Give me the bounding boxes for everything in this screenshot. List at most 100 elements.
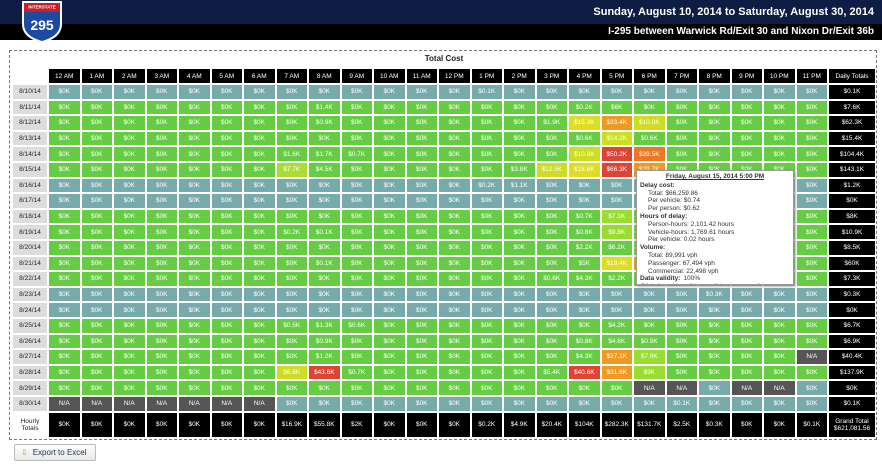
cost-cell[interactable]: $0K [698, 333, 731, 350]
cost-cell[interactable]: $0K [275, 99, 308, 116]
cost-cell[interactable]: N/A [665, 380, 698, 396]
cost-cell[interactable]: $0K [48, 333, 81, 350]
cost-cell[interactable]: $0K [275, 396, 308, 412]
cost-cell[interactable]: $0K [275, 302, 308, 318]
cost-cell[interactable]: $18.6K [568, 162, 601, 178]
cost-cell[interactable]: $0K [80, 162, 113, 178]
cost-cell[interactable]: $0K [210, 208, 243, 225]
cost-cell[interactable]: $0K [438, 99, 471, 116]
cost-cell[interactable]: $0K [438, 380, 471, 396]
cost-cell[interactable]: $0K [275, 115, 308, 131]
cost-cell[interactable]: $0K [470, 380, 503, 396]
cost-cell[interactable]: $0K [113, 84, 146, 100]
cost-cell[interactable]: $0K [503, 146, 536, 162]
cost-cell[interactable]: $0K [373, 84, 406, 100]
cost-cell[interactable]: $0K [405, 255, 438, 272]
cost-cell[interactable]: $0K [438, 115, 471, 131]
cost-cell[interactable]: $0K [113, 302, 146, 318]
cost-cell[interactable]: $0K [145, 318, 178, 334]
cost-cell[interactable]: $0K [340, 286, 373, 303]
cost-cell[interactable]: $0K [113, 224, 146, 240]
cost-cell[interactable]: $0K [113, 208, 146, 225]
cost-cell[interactable]: $0K [405, 208, 438, 225]
cost-cell[interactable]: $0K [763, 146, 796, 162]
cost-cell[interactable]: $0K [470, 364, 503, 381]
cost-cell[interactable]: $0K [308, 84, 341, 100]
cost-cell[interactable]: $0.2K [275, 224, 308, 240]
cost-cell[interactable]: $0K [80, 224, 113, 240]
cost-cell[interactable]: $0K [145, 162, 178, 178]
cost-cell[interactable]: $0K [698, 349, 731, 365]
cost-cell[interactable]: $0K [373, 333, 406, 350]
cost-cell[interactable]: $0K [470, 130, 503, 147]
cost-cell[interactable]: $0K [145, 208, 178, 225]
cost-cell[interactable]: $0K [80, 364, 113, 381]
cost-cell[interactable]: $0K [178, 162, 211, 178]
cost-cell[interactable]: $0K [80, 255, 113, 272]
cost-cell[interactable]: $0K [275, 380, 308, 396]
cost-cell[interactable]: $0K [48, 193, 81, 209]
cost-cell[interactable]: $0K [340, 302, 373, 318]
cost-cell[interactable]: $15.3K [568, 115, 601, 131]
cost-cell[interactable]: $0K [48, 318, 81, 334]
cost-cell[interactable]: $0K [80, 240, 113, 256]
cost-cell[interactable]: $0K [795, 177, 828, 194]
cost-cell[interactable]: $0K [633, 302, 666, 318]
cost-cell[interactable]: $0K [373, 224, 406, 240]
cost-cell[interactable]: $0K [113, 318, 146, 334]
cost-cell[interactable]: $0K [178, 240, 211, 256]
cost-cell[interactable]: $0K [80, 208, 113, 225]
cost-cell[interactable]: $0K [373, 240, 406, 256]
cost-cell[interactable]: N/A [113, 396, 146, 412]
cost-cell[interactable]: $0K [535, 396, 568, 412]
cost-cell[interactable]: $0K [308, 286, 341, 303]
cost-cell[interactable]: $0K [503, 193, 536, 209]
cost-cell[interactable]: $0K [243, 286, 276, 303]
cost-cell[interactable]: $1.4K [308, 99, 341, 116]
cost-cell[interactable]: $0K [210, 99, 243, 116]
cost-cell[interactable]: $0K [243, 146, 276, 162]
cost-cell[interactable]: $0K [535, 193, 568, 209]
cost-cell[interactable]: $0K [600, 84, 633, 100]
cost-cell[interactable]: $0K [113, 146, 146, 162]
cost-cell[interactable]: $0K [243, 224, 276, 240]
cost-cell[interactable]: $0K [308, 271, 341, 287]
cost-cell[interactable]: $0.1K [665, 396, 698, 412]
cost-cell[interactable]: $0K [665, 99, 698, 116]
cost-cell[interactable]: $0K [308, 396, 341, 412]
cost-cell[interactable]: $0K [730, 349, 763, 365]
cost-cell[interactable]: $0K [730, 318, 763, 334]
cost-cell[interactable]: $0K [503, 349, 536, 365]
cost-cell[interactable]: $0K [80, 177, 113, 194]
cost-cell[interactable]: $0K [340, 177, 373, 194]
cost-cell[interactable]: $0K [210, 115, 243, 131]
cost-cell[interactable]: $0K [275, 333, 308, 350]
cost-cell[interactable]: $0K [178, 349, 211, 365]
cost-cell[interactable]: $0.8K [568, 224, 601, 240]
cost-cell[interactable]: $0K [405, 271, 438, 287]
cost-cell[interactable]: $0K [145, 271, 178, 287]
cost-cell[interactable]: $0K [795, 380, 828, 396]
cost-cell[interactable]: $0K [243, 380, 276, 396]
cost-cell[interactable]: $0K [795, 130, 828, 147]
cost-cell[interactable]: $0K [113, 364, 146, 381]
cost-cell[interactable]: $0K [113, 349, 146, 365]
cost-cell[interactable]: $0K [470, 240, 503, 256]
cost-cell[interactable]: $14.2K [600, 130, 633, 147]
cost-cell[interactable]: N/A [763, 380, 796, 396]
cost-cell[interactable]: $0K [568, 193, 601, 209]
cost-cell[interactable]: $0K [178, 255, 211, 272]
cost-cell[interactable]: $0K [48, 302, 81, 318]
cost-cell[interactable]: $0K [633, 84, 666, 100]
cost-cell[interactable]: $0K [503, 396, 536, 412]
cost-cell[interactable]: $0K [405, 99, 438, 116]
cost-cell[interactable]: $0K [113, 380, 146, 396]
cost-cell[interactable]: N/A [730, 380, 763, 396]
cost-cell[interactable]: $0.9K [308, 115, 341, 131]
cost-cell[interactable]: $0K [795, 193, 828, 209]
cost-cell[interactable]: $0K [308, 130, 341, 147]
cost-cell[interactable]: $0K [80, 99, 113, 116]
cost-cell[interactable]: $0K [308, 208, 341, 225]
cost-cell[interactable]: $0K [340, 255, 373, 272]
cost-cell[interactable]: $0K [730, 84, 763, 100]
